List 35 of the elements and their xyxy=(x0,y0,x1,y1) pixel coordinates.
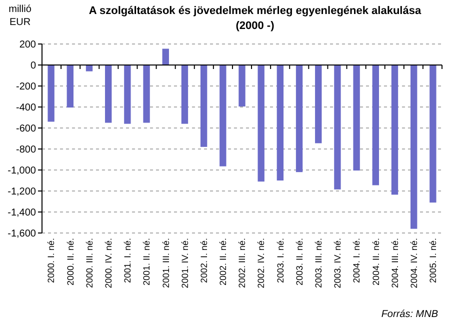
y-tick-label: -1,000 xyxy=(8,166,36,176)
x-tick-label: 2004. I. né. xyxy=(352,238,362,284)
y-tick-label: -200 xyxy=(16,82,36,92)
x-tick-label: 2002. IV. né. xyxy=(256,238,266,288)
x-tick-label: 2000. IV. né. xyxy=(104,238,114,288)
x-tick-label: 2001. III. né. xyxy=(160,238,171,288)
x-tick-label: 2004. III. né. xyxy=(390,238,400,288)
x-tick-label: 2001. IV. né. xyxy=(180,238,190,288)
y-tick-label: -800 xyxy=(16,144,36,156)
x-tick-label: 2000. I. né. xyxy=(46,238,56,284)
y-axis-title: millió EUR xyxy=(8,4,32,28)
x-tick-label: 2005. I. né. xyxy=(428,238,438,284)
chart-title: A szolgáltatások és jövedelmek mérleg egyenlegének alakulása xyxy=(88,5,422,17)
x-tick-label: 2002. III. né. xyxy=(237,238,248,288)
x-tick-label: 2001. II. né. xyxy=(142,238,152,286)
y-tick-label: 0 xyxy=(30,60,36,72)
y-tick-label: 200 xyxy=(19,40,36,50)
x-tick-label: 2002. I. né. xyxy=(198,238,209,284)
x-tick-label: 2002. II. né. xyxy=(218,238,228,286)
x-tick-label: 2003. I. né. xyxy=(275,238,286,284)
x-tick-label: 2000. II. né. xyxy=(65,238,76,286)
x-tick-label: 2003. II. né. xyxy=(294,238,304,286)
y-tick-label: -400 xyxy=(16,102,36,114)
y-tick-label: -1,600 xyxy=(8,228,36,240)
x-tick-label: 2003. IV. né. xyxy=(332,238,343,288)
x-tick-label: 2003. III. né. xyxy=(314,238,324,288)
y-tick-label: -600 xyxy=(16,124,36,134)
y-tick-label: -1,200 xyxy=(8,186,36,198)
x-tick-label: 2001. I. né. xyxy=(122,238,133,284)
x-tick-label: 2000. III. né. xyxy=(84,238,94,288)
text: Forrás: MNB xyxy=(381,309,438,320)
x-tick-label: 2004. IV. né. xyxy=(408,238,419,288)
x-tick-label: 2004. II. né. xyxy=(370,238,381,286)
chart-subtitle: (2000 -) xyxy=(236,20,275,32)
y-tick-label: -1,400 xyxy=(8,208,36,218)
